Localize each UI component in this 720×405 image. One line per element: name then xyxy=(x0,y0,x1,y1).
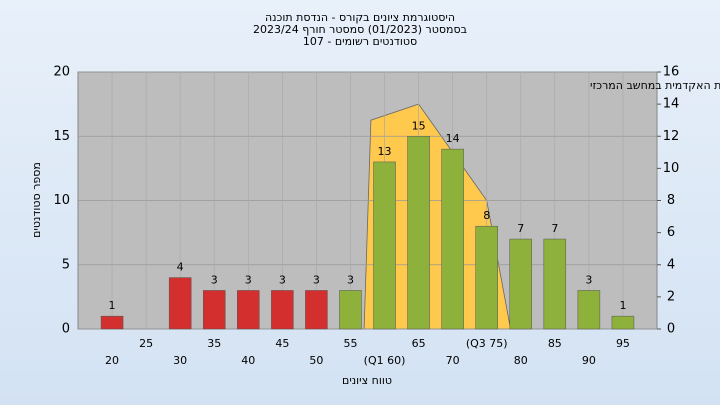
value-label: 3 xyxy=(585,273,592,286)
bar xyxy=(271,290,294,330)
x-axis-label: טווח ציונים xyxy=(342,374,392,387)
bar xyxy=(237,290,260,330)
x-tick-label: 40 xyxy=(241,354,255,367)
value-label: 7 xyxy=(517,222,524,235)
chart-subtitle: בסמסטר (01/2023) סמסטר חורף 2023/24 xyxy=(253,23,467,36)
x-tick-label: 85 xyxy=(548,337,562,350)
x-tick-label: 55 xyxy=(343,337,357,350)
x-tick-label: 35 xyxy=(207,337,221,350)
bar xyxy=(100,315,124,330)
value-label: 3 xyxy=(313,273,320,286)
bar xyxy=(202,290,226,330)
x-tick-label: 25 xyxy=(139,337,153,350)
y2-tick-label: 2 xyxy=(667,289,675,304)
value-label: 3 xyxy=(245,273,252,286)
bar xyxy=(441,148,464,330)
y-tick-label: 0 xyxy=(62,322,70,337)
bar xyxy=(407,136,430,330)
value-label: 4 xyxy=(177,261,184,274)
chart-subtitle: סטודנטים רשומים - 107 xyxy=(303,35,417,48)
y-tick-label: 15 xyxy=(53,129,70,144)
y-axis-label: מספר סטודנטים xyxy=(30,162,43,238)
y2-tick-label: 4 xyxy=(667,257,675,272)
bar xyxy=(373,161,396,330)
value-label: 15 xyxy=(412,119,426,132)
y2-tick-label: 10 xyxy=(663,161,680,176)
x-tick-label: 30 xyxy=(173,354,187,367)
value-label: 1 xyxy=(619,299,626,312)
x-tick-label: 70 xyxy=(446,354,460,367)
y-tick-label: 20 xyxy=(53,65,70,80)
chart-title: היסטוגרמת ציונים בקורס - הנדסת תוכנה xyxy=(265,11,455,24)
y2-tick-label: 0 xyxy=(667,322,675,337)
y-tick-label: 10 xyxy=(53,193,70,208)
value-label: 14 xyxy=(446,132,460,145)
y2-tick-label: 12 xyxy=(663,129,680,144)
y2-tick-label: 8 xyxy=(667,193,675,208)
value-label: 13 xyxy=(378,145,392,158)
y2-tick-label: 16 xyxy=(663,65,680,80)
x-tick-label: 45 xyxy=(275,337,289,350)
x-tick-label: 95 xyxy=(616,337,630,350)
x-tick-label: 65 xyxy=(412,337,426,350)
value-label: 3 xyxy=(279,273,286,286)
x-tick-label: 90 xyxy=(582,354,596,367)
annotation: במשימה : ציון סופי במערכת האקדמית במחשב … xyxy=(590,79,720,92)
x-tick-label: (Q1 60) xyxy=(364,354,406,367)
x-tick-label: 50 xyxy=(309,354,323,367)
bar xyxy=(543,238,567,330)
value-label: 7 xyxy=(551,222,558,235)
x-tick-label: 80 xyxy=(514,354,528,367)
bar xyxy=(305,290,328,330)
y2-tick-label: 14 xyxy=(663,97,680,112)
value-label: 8 xyxy=(483,209,490,222)
value-label: 1 xyxy=(109,299,116,312)
bar xyxy=(611,315,635,330)
x-tick-label: 20 xyxy=(105,354,119,367)
bar xyxy=(339,290,362,330)
bar xyxy=(168,277,192,330)
y-tick-label: 5 xyxy=(62,257,70,272)
value-label: 3 xyxy=(347,273,354,286)
y2-tick-label: 6 xyxy=(667,225,675,240)
bar xyxy=(475,225,498,330)
bar xyxy=(509,238,533,330)
value-label: 3 xyxy=(211,273,218,286)
x-tick-label: (Q3 75) xyxy=(466,337,508,350)
bar xyxy=(577,290,601,330)
